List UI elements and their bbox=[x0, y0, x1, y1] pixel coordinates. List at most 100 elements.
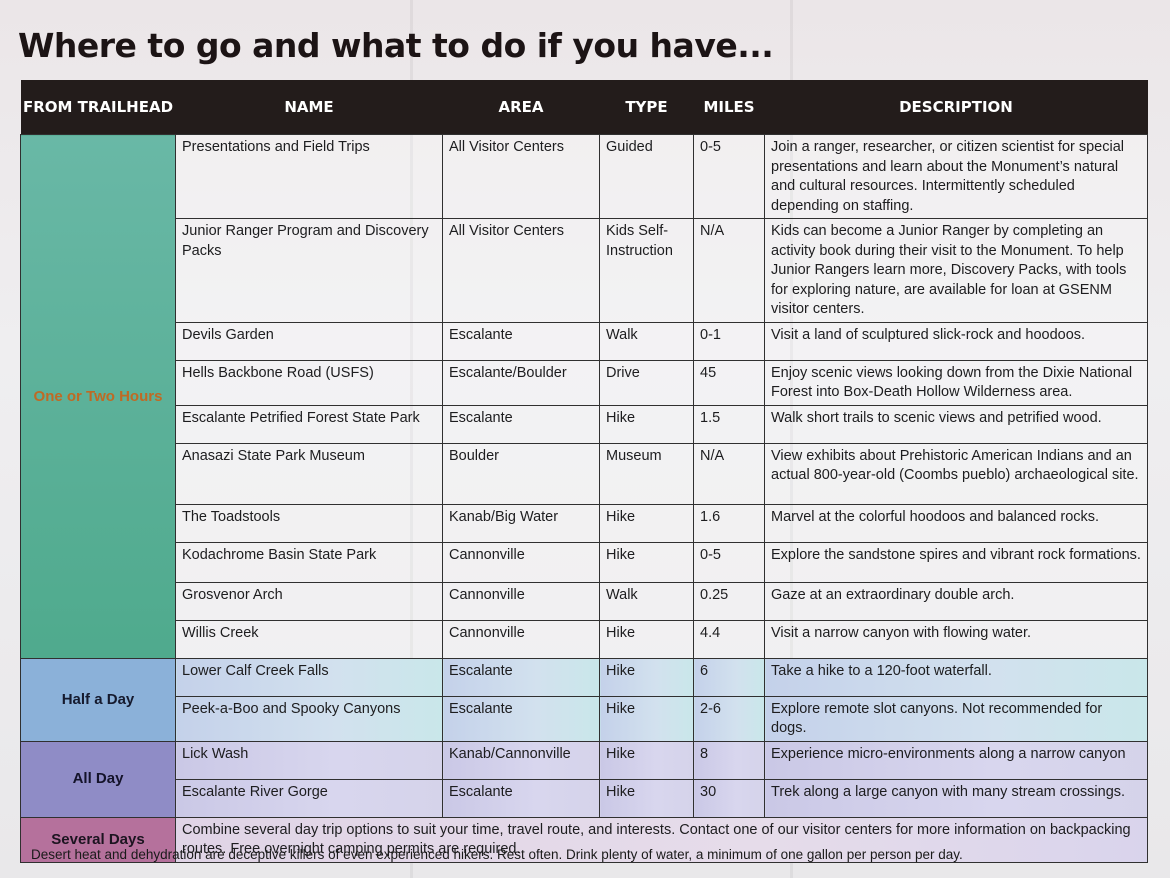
trip-type: Hike bbox=[599, 619, 694, 659]
column-header-description: DESCRIPTION bbox=[764, 80, 1148, 135]
trip-description: Explore the sandstone spires and vibrant… bbox=[764, 541, 1148, 583]
trip-description: Marvel at the colorful hoodoos and balan… bbox=[764, 503, 1148, 543]
trip-miles: 0-1 bbox=[693, 321, 765, 361]
table-row: One or Two Hours Presentations and Field… bbox=[20, 134, 1148, 659]
trip-miles: N/A bbox=[693, 442, 765, 505]
trip-area: All Visitor Centers bbox=[442, 134, 600, 219]
trip-type: Drive bbox=[599, 359, 694, 406]
trip-miles: 1.6 bbox=[693, 503, 765, 543]
trip-area: Escalante bbox=[442, 695, 600, 742]
trip-area: Escalante bbox=[442, 404, 600, 444]
table-row: Junior Ranger Program and Discovery Pack… bbox=[21, 218, 1148, 323]
trip-miles: 0.25 bbox=[693, 581, 765, 621]
trip-area: Escalante bbox=[442, 657, 600, 697]
trip-miles: 0-5 bbox=[693, 134, 765, 219]
trip-miles: 8 bbox=[693, 740, 765, 780]
table-row: Several Days Combine several day trip op… bbox=[20, 816, 1148, 863]
trip-guide-table: FROM TRAILHEAD NAME AREA TYPE MILES DESC… bbox=[20, 80, 1148, 863]
trip-type: Guided bbox=[599, 134, 694, 219]
trip-type: Museum bbox=[599, 442, 694, 505]
trip-description: View exhibits about Prehistoric American… bbox=[764, 442, 1148, 505]
column-header-miles: MILES bbox=[693, 80, 765, 135]
trip-name: Escalante Petrified Forest State Park bbox=[175, 404, 443, 444]
trip-description: Visit a narrow canyon with flowing water… bbox=[764, 619, 1148, 659]
trip-type: Kids Self-Instruction bbox=[599, 218, 694, 323]
trip-miles: 2-6 bbox=[693, 695, 765, 742]
trip-miles: 30 bbox=[693, 778, 765, 818]
trip-description: Visit a land of sculptured slick-rock an… bbox=[764, 321, 1148, 361]
trip-miles: 0-5 bbox=[693, 541, 765, 583]
table-row: Devils Garden Escalante Walk 0-1 Visit a… bbox=[21, 321, 1148, 361]
column-header-type: TYPE bbox=[599, 80, 694, 135]
trip-miles: 1.5 bbox=[693, 404, 765, 444]
trip-name: Anasazi State Park Museum bbox=[175, 442, 443, 505]
trip-description: Take a hike to a 120-foot waterfall. bbox=[764, 657, 1148, 697]
trip-name: The Toadstools bbox=[175, 503, 443, 543]
trip-area: Cannonville bbox=[442, 619, 600, 659]
group-half-a-day: Half a Day bbox=[20, 657, 176, 742]
group-all-day: All Day bbox=[20, 740, 176, 818]
trip-area: Kanab/Cannonville bbox=[442, 740, 600, 780]
group-one-or-two-hours: One or Two Hours bbox=[20, 134, 176, 659]
trip-area: Cannonville bbox=[442, 541, 600, 583]
table-row: All Day Lick Wash Kanab/Cannonville Hike… bbox=[20, 740, 1148, 818]
trip-area: Cannonville bbox=[442, 581, 600, 621]
trip-name: Devils Garden bbox=[175, 321, 443, 361]
trip-name: Kodachrome Basin State Park bbox=[175, 541, 443, 583]
table-row: Peek-a-Boo and Spooky Canyons Escalante … bbox=[21, 695, 1148, 742]
trip-type: Hike bbox=[599, 695, 694, 742]
trip-miles: 4.4 bbox=[693, 619, 765, 659]
column-header-from-trailhead: FROM TRAILHEAD bbox=[20, 80, 176, 135]
trip-miles: 6 bbox=[693, 657, 765, 697]
trip-miles: 45 bbox=[693, 359, 765, 406]
column-header-area: AREA bbox=[442, 80, 600, 135]
table-row: Escalante Petrified Forest State Park Es… bbox=[21, 404, 1148, 444]
trip-description: Experience micro-environments along a na… bbox=[764, 740, 1148, 780]
table-row: Hells Backbone Road (USFS) Escalante/Bou… bbox=[21, 359, 1148, 406]
trip-area: Escalante/Boulder bbox=[442, 359, 600, 406]
trip-name: Peek-a-Boo and Spooky Canyons bbox=[175, 695, 443, 742]
trip-type: Hike bbox=[599, 778, 694, 818]
trip-description: Trek along a large canyon with many stre… bbox=[764, 778, 1148, 818]
trip-description: Enjoy scenic views looking down from the… bbox=[764, 359, 1148, 406]
trip-area: Kanab/Big Water bbox=[442, 503, 600, 543]
trip-type: Hike bbox=[599, 740, 694, 780]
trip-type: Hike bbox=[599, 657, 694, 697]
table-row: Anasazi State Park Museum Boulder Museum… bbox=[21, 442, 1148, 505]
trip-area: Boulder bbox=[442, 442, 600, 505]
trip-name: Escalante River Gorge bbox=[175, 778, 443, 818]
trip-description: Gaze at an extraordinary double arch. bbox=[764, 581, 1148, 621]
trip-miles: N/A bbox=[693, 218, 765, 323]
column-header-name: NAME bbox=[175, 80, 443, 135]
table-row: Escalante River Gorge Escalante Hike 30 … bbox=[21, 778, 1148, 818]
trip-name: Lick Wash bbox=[175, 740, 443, 780]
trip-name: Grosvenor Arch bbox=[175, 581, 443, 621]
trip-type: Walk bbox=[599, 581, 694, 621]
table-row: The Toadstools Kanab/Big Water Hike 1.6 … bbox=[21, 503, 1148, 543]
trip-type: Hike bbox=[599, 541, 694, 583]
trip-description: Explore remote slot canyons. Not recomme… bbox=[764, 695, 1148, 742]
trip-type: Hike bbox=[599, 404, 694, 444]
several-days-description: Combine several day trip options to suit… bbox=[175, 816, 1148, 863]
trip-area: Escalante bbox=[442, 778, 600, 818]
group-several-days: Several Days bbox=[20, 816, 176, 863]
trip-name: Lower Calf Creek Falls bbox=[175, 657, 443, 697]
trip-description: Walk short trails to scenic views and pe… bbox=[764, 404, 1148, 444]
table-row: Willis Creek Cannonville Hike 4.4 Visit … bbox=[21, 619, 1148, 659]
trip-name: Willis Creek bbox=[175, 619, 443, 659]
trip-area: Escalante bbox=[442, 321, 600, 361]
table-row: Kodachrome Basin State Park Cannonville … bbox=[21, 541, 1148, 583]
table-header-row: FROM TRAILHEAD NAME AREA TYPE MILES DESC… bbox=[20, 80, 1148, 135]
page-title: Where to go and what to do if you have..… bbox=[18, 26, 774, 65]
trip-name: Presentations and Field Trips bbox=[175, 134, 443, 219]
trip-type: Hike bbox=[599, 503, 694, 543]
safety-footer-note: Desert heat and dehydration are deceptiv… bbox=[31, 847, 963, 862]
trip-description: Join a ranger, researcher, or citizen sc… bbox=[764, 134, 1148, 219]
trip-description: Kids can become a Junior Ranger by compl… bbox=[764, 218, 1148, 323]
trip-area: All Visitor Centers bbox=[442, 218, 600, 323]
trip-type: Walk bbox=[599, 321, 694, 361]
trip-name: Junior Ranger Program and Discovery Pack… bbox=[175, 218, 443, 323]
table-row: Grosvenor Arch Cannonville Walk 0.25 Gaz… bbox=[21, 581, 1148, 621]
trip-name: Hells Backbone Road (USFS) bbox=[175, 359, 443, 406]
table-row: Half a Day Lower Calf Creek Falls Escala… bbox=[20, 657, 1148, 742]
